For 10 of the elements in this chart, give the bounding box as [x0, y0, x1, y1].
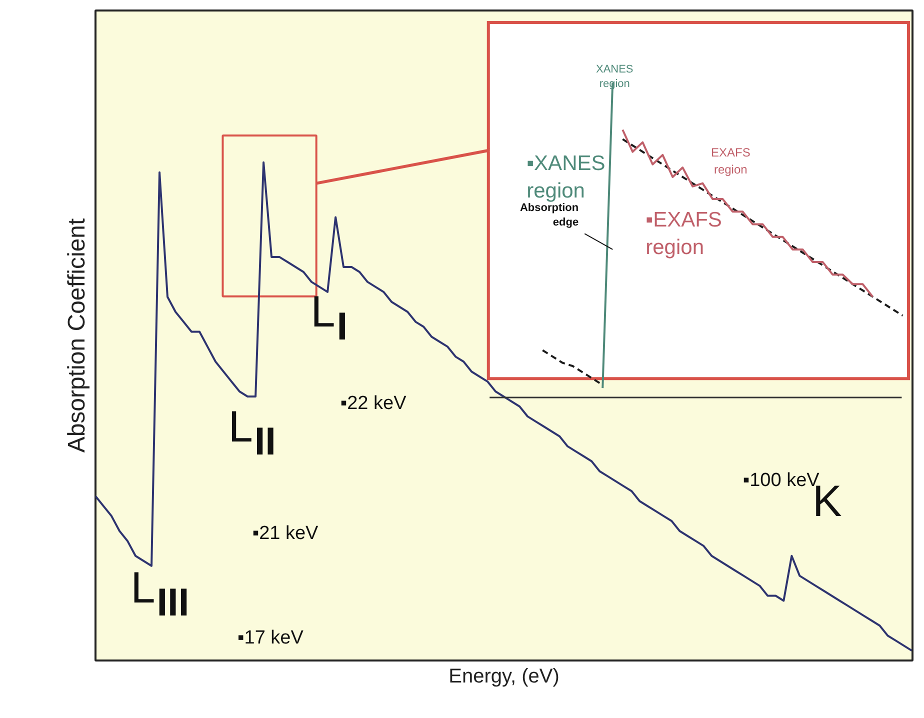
annotation: Absorption edge — [520, 202, 579, 229]
annotation: ▪XANES region — [526, 152, 606, 202]
annotation: XANES region — [596, 64, 634, 90]
y-axis-title: Absorption Coefficient — [64, 218, 90, 453]
annotation: ▪22 keV — [340, 392, 407, 414]
annotation: ▪21 keV — [252, 522, 319, 544]
annotation: ▪17 keV — [238, 628, 304, 649]
x-axis-title: Energy, (eV) — [448, 666, 560, 688]
annotation: EXAFS region — [710, 145, 750, 176]
annotation: ▪EXAFS region — [646, 208, 722, 260]
